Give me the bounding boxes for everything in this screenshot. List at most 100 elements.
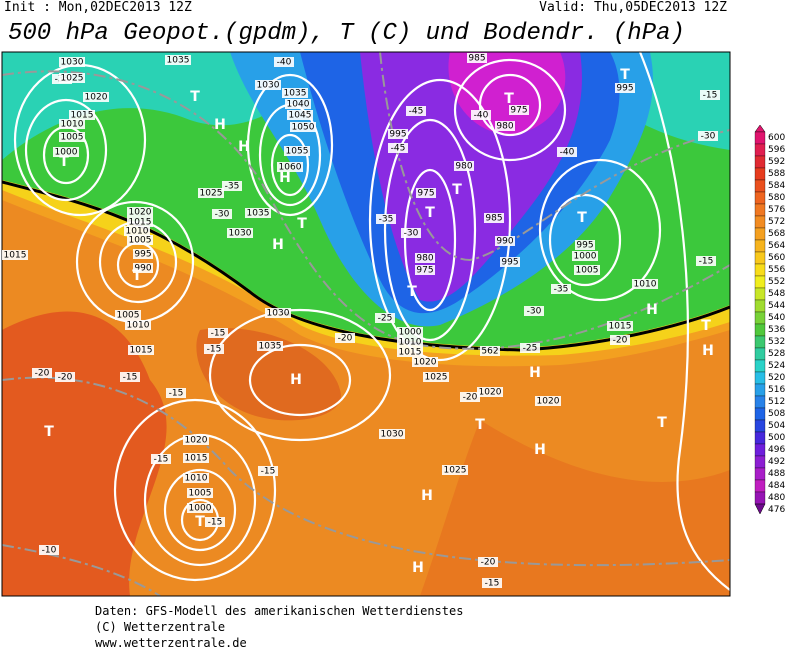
contour-label: -45 [409, 107, 424, 117]
label-box [127, 207, 153, 217]
contour-label: 975 [416, 266, 433, 276]
colorbar-swatch [754, 299, 766, 313]
contour-label: 1005 [189, 489, 212, 499]
colorbar-swatch [754, 203, 766, 217]
pressure-center-label: H [279, 170, 291, 186]
colorbar-swatch [754, 467, 766, 481]
label-box [166, 388, 186, 398]
label-box [551, 284, 571, 294]
colorbar-label: 492 [768, 457, 785, 467]
colorbar-label: 564 [768, 241, 785, 251]
contour-label: 1045 [289, 111, 312, 121]
label-box [379, 429, 405, 439]
pressure-center-label: H [646, 302, 658, 318]
label-box [524, 306, 544, 316]
contour-label: -30 [527, 307, 542, 317]
init-time: Init : Mon,02DEC2013 12Z [4, 0, 192, 15]
label-box [482, 578, 502, 588]
label-box [442, 465, 468, 475]
label-box [610, 335, 630, 345]
label-box [509, 105, 529, 115]
colorbar-swatch [754, 407, 766, 421]
colorbar-label: 572 [768, 217, 785, 227]
label-box [415, 253, 435, 263]
label-box [607, 321, 633, 331]
label-box [69, 110, 95, 120]
contour-label: 1020 [185, 436, 208, 446]
pressure-center-label: H [702, 343, 714, 359]
pressure-center-label: T [425, 205, 435, 221]
pressure-center-label: H [529, 365, 541, 381]
label-box [274, 57, 294, 67]
colorbar-label: 528 [768, 349, 785, 359]
contour-label: 1005 [61, 133, 84, 143]
field [2, 311, 167, 596]
contour-label: -15 [123, 373, 138, 383]
contour-label: 1030 [229, 229, 252, 239]
colorbar-label: 500 [768, 433, 785, 443]
colorbar-swatch [754, 419, 766, 433]
colorbar-label: 480 [768, 493, 785, 503]
label-box [397, 347, 423, 357]
label-box [115, 310, 141, 320]
label-box [127, 217, 153, 227]
label-box [574, 265, 600, 275]
label-box [284, 146, 310, 156]
label-box [412, 357, 438, 367]
contour-label: -35 [379, 215, 394, 225]
contour-label: 1025 [444, 466, 467, 476]
colorbar-swatch [754, 335, 766, 349]
map-frame [1, 51, 731, 597]
contour-label: 995 [576, 241, 593, 251]
contour-label: 1010 [126, 227, 149, 237]
pressure-center-label: H [238, 139, 250, 155]
colorbar-label: 508 [768, 409, 785, 419]
colorbar-swatch [754, 395, 766, 409]
label-box [83, 92, 109, 102]
contour-label: -15 [703, 91, 718, 101]
colorbar-swatch [754, 167, 766, 181]
contour-label: 1000 [55, 148, 78, 158]
contour-label: -20 [481, 558, 496, 568]
label-box [500, 257, 520, 267]
contour-label: 1015 [399, 348, 422, 358]
colorbar-end [754, 503, 766, 515]
contour-label: 990 [134, 264, 151, 274]
label-box [187, 488, 213, 498]
label-box [471, 110, 491, 120]
label-box [335, 333, 355, 343]
colorbar-swatch [754, 179, 766, 193]
contour-label: 1005 [576, 266, 599, 276]
label-box [59, 73, 85, 83]
contour-label: 985 [485, 214, 502, 224]
contour-label: -25 [523, 344, 538, 354]
contour-label: -15 [485, 579, 500, 589]
contour-label: -35 [225, 182, 240, 192]
contour-label: 1020 [85, 93, 108, 103]
colorbar-swatch [754, 143, 766, 157]
contour-label: -30 [404, 229, 419, 239]
pressure-center-label: T [190, 89, 200, 105]
label-box [227, 228, 253, 238]
label-box [557, 147, 577, 157]
colorbar-label: 552 [768, 277, 785, 287]
contour-label: 1015 [129, 218, 152, 228]
contour-label: -35 [554, 285, 569, 295]
label-box [478, 557, 498, 567]
contour-label: 1030 [267, 309, 290, 319]
contour-label: -15 [154, 455, 169, 465]
contour-label: 1010 [61, 120, 84, 130]
colorbar-label: 600 [768, 133, 785, 143]
contour-label: 975 [510, 106, 527, 116]
contour-label: 1035 [259, 342, 282, 352]
label-box [388, 143, 408, 153]
contour-label: 1015 [130, 346, 153, 356]
contour-label: -30 [701, 132, 716, 142]
label-box [32, 368, 52, 378]
pressure-center-label: T [657, 415, 667, 431]
colorbar-label: 476 [768, 505, 785, 515]
colorbar-swatch [754, 479, 766, 493]
contour-label: 1020 [129, 208, 152, 218]
contour-label: -15 [699, 257, 714, 267]
label-box [133, 263, 153, 273]
